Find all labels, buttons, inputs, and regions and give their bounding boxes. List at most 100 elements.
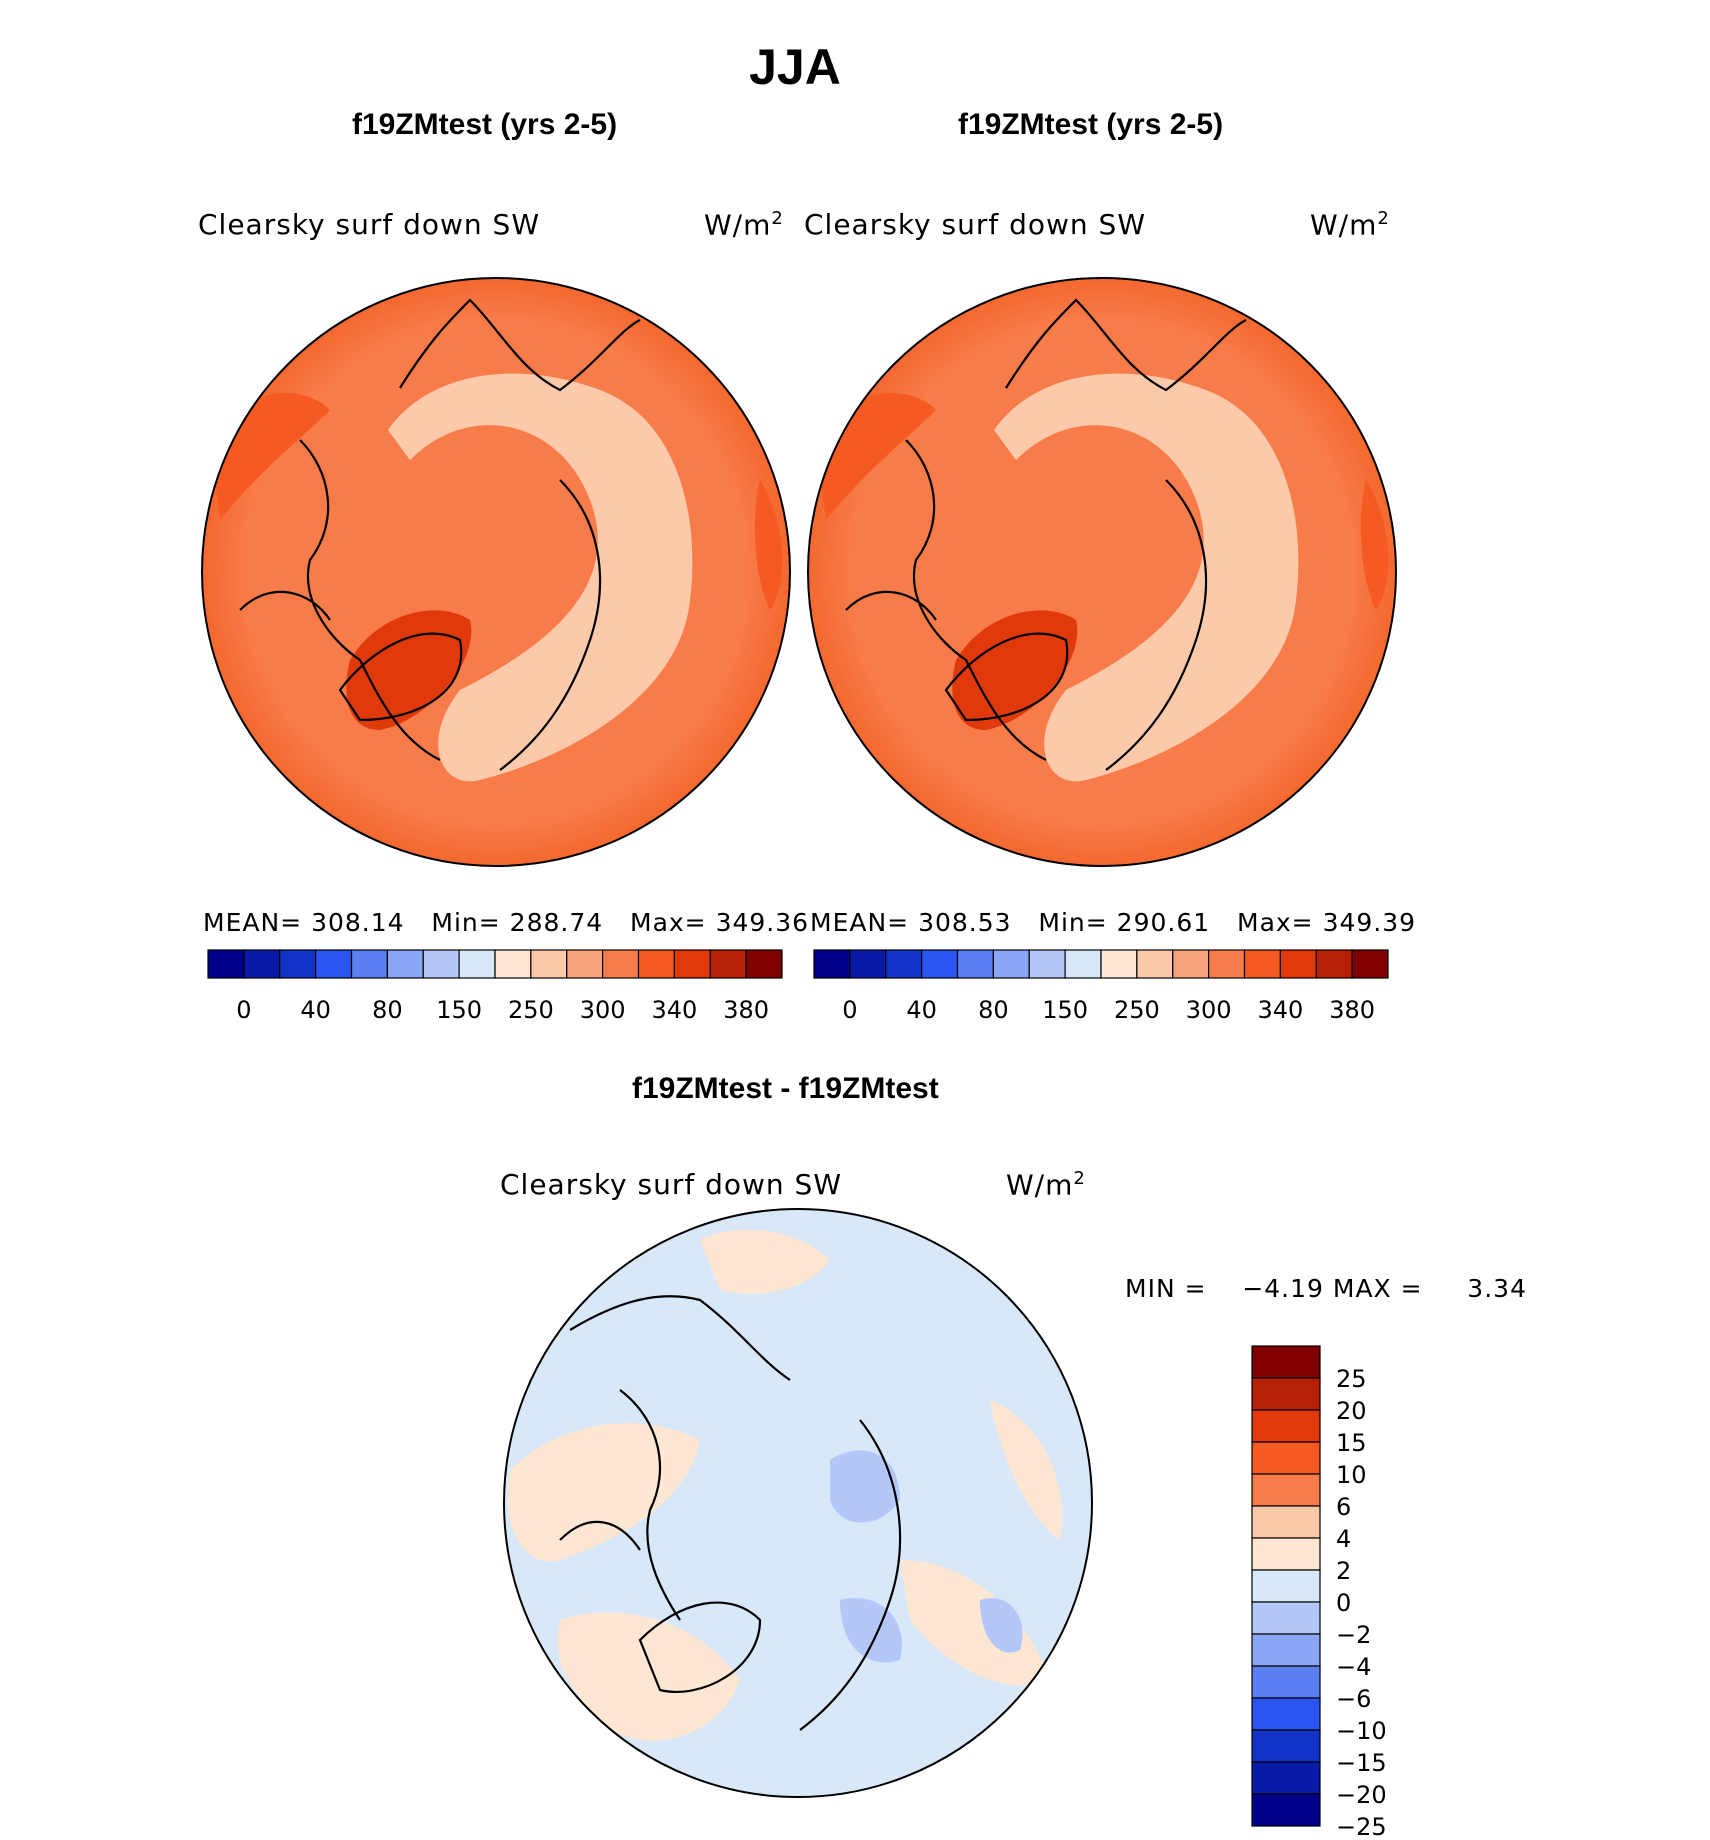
panel2-colorbar-swatch [1028,949,1066,979]
panel1-stats: MEAN= 308.14 Min= 288.74 Max= 349.36 [203,908,810,937]
diff-field-pos-4 [990,1400,1062,1540]
panel2-colorbar-tick-label: 150 [1042,996,1088,1024]
diff-colorbar-tick-label: 2 [1336,1557,1351,1585]
panel2-colorbar-swatch [1279,949,1317,979]
diff-colorbar-swatch [1251,1441,1321,1475]
panel1-colorbar-swatch [673,949,711,979]
panel2-units-label: W/m2 [1310,208,1390,242]
panel1-map [201,277,791,867]
panel2-colorbar-swatch [1064,949,1102,979]
panel2-colorbar-swatch [1136,949,1174,979]
panel2-colorbar: 0 40 80 150 250 300 340 380 [813,949,1389,1024]
panel2-colorbar-swatch [1172,949,1210,979]
diff-field-pos-1 [507,1423,700,1562]
diff-colorbar-tick-label: −15 [1336,1749,1387,1777]
panel2-case-title: f19ZMtest (yrs 2-5) [958,108,1224,141]
panel1-mean-value: 308.14 [311,908,405,937]
diff-field-neg-2 [840,1598,902,1663]
diff-colorbar-swatch [1251,1345,1321,1379]
panel2-coastlines [845,298,1247,771]
diff-field-neg-3 [980,1598,1023,1653]
panel1-colorbar-tick-label: 340 [651,996,697,1024]
panel2-colorbar-tick-label: 300 [1186,996,1232,1024]
panel1-colorbar-swatch [458,949,496,979]
panel2-colorbar-swatch [1243,949,1281,979]
diff-colorbar-swatch [1251,1569,1321,1603]
panel2-colorbar-swatch [1315,949,1353,979]
diff-colorbar-tick-label: 15 [1336,1429,1367,1457]
panel2-colorbar-swatch [956,949,994,979]
panel1-colorbar-swatch [709,949,747,979]
diff-variable-label: Clearsky surf down SW [500,1168,843,1201]
diff-colorbar-tick-label: −10 [1336,1717,1387,1745]
diff-field-pos-2 [557,1612,740,1741]
panel1-colorbar-swatch [207,949,245,979]
diff-colorbar-tick-label: 6 [1336,1493,1351,1521]
panel2-stats: MEAN= 308.53 Min= 290.61 Max= 349.39 [810,908,1417,937]
panel1-units-label: W/m2 [704,208,784,242]
diff-units-label: W/m2 [1006,1168,1086,1202]
panel2-colorbar-swatch [921,949,959,979]
panel1-colorbar-swatch [243,949,281,979]
diff-colorbar-swatch [1251,1409,1321,1443]
diff-colorbar-swatch [1251,1729,1321,1763]
panel1-coastlines [239,298,641,771]
panel2-colorbar-tick-label: 80 [978,996,1009,1024]
panel1-colorbar-tick-label: 80 [372,996,403,1024]
panel2-colorbar-swatch [1351,949,1389,979]
diff-colorbar-swatch [1251,1473,1321,1507]
diff-colorbar-tick-label: −6 [1336,1685,1371,1713]
panel1-colorbar: 0 40 80 150 250 300 340 380 [207,949,783,1024]
panel1-colorbar-swatch [315,949,353,979]
panel2-colorbar-tick-label: 40 [906,996,937,1024]
panel1-colorbar-swatch [530,949,568,979]
panel2-mean-value: 308.53 [918,908,1012,937]
diff-colorbar-swatch [1251,1761,1321,1795]
diff-colorbar-swatch [1251,1377,1321,1411]
diff-colorbar-tick-label: −4 [1336,1653,1371,1681]
panel1-colorbar-tick-label: 0 [236,996,251,1024]
diff-colorbar-tick-label: 4 [1336,1525,1351,1553]
panel2-field-east-high [1360,480,1389,610]
panel2-colorbar-swatch [992,949,1030,979]
diff-colorbar-tick-label: −25 [1336,1813,1387,1840]
panel2-field-base [808,278,1396,866]
panel1-colorbar-tick-label: 300 [580,996,626,1024]
panel1-colorbar-swatch [745,949,783,979]
panel1-colorbar-swatch [566,949,604,979]
panel2-colorbar-swatch [1208,949,1246,979]
panel2-field-band-low [994,373,1299,782]
panel1-colorbar-swatch [602,949,640,979]
panel2-colorbar-swatch [885,949,923,979]
panel1-colorbar-swatch [279,949,317,979]
diff-colorbar-swatch [1251,1537,1321,1571]
panel1-colorbar-swatch [386,949,424,979]
diff-colorbar-tick-label: 0 [1336,1589,1351,1617]
panel2-colorbar-swatch [849,949,887,979]
figure-title: JJA [749,39,841,95]
diff-colorbar-swatch [1251,1601,1321,1635]
diff-map-border [503,1208,1093,1798]
panel1-field-base [202,278,790,866]
diff-minmax-label: MIN = −4.19 MAX = 3.34 [1125,1274,1527,1303]
diff-field-neg-1 [830,1450,900,1523]
diff-colorbar-tick-label: 20 [1336,1397,1367,1425]
panel1-map-border [201,277,791,867]
diff-colorbar-swatch [1251,1633,1321,1667]
panel2-colorbar-tick-label: 340 [1257,996,1303,1024]
panel2-colorbar-tick-label: 0 [842,996,857,1024]
diff-colorbar-swatch [1251,1793,1321,1827]
panel1-colorbar-tick-label: 380 [723,996,769,1024]
diff-case-title: f19ZMtest - f19ZMtest [632,1072,939,1105]
panel2-map [807,277,1397,867]
diff-colorbar-tick-label: −2 [1336,1621,1371,1649]
panel2-variable-label: Clearsky surf down SW [804,208,1147,241]
panel1-case-title: f19ZMtest (yrs 2-5) [352,108,618,141]
panel1-max-value: 349.36 [715,908,810,937]
panel1-colorbar-swatch [494,949,532,979]
diff-map [503,1208,1093,1798]
panel1-colorbar-swatch [637,949,675,979]
diff-colorbar-tick-label: 25 [1336,1365,1367,1393]
